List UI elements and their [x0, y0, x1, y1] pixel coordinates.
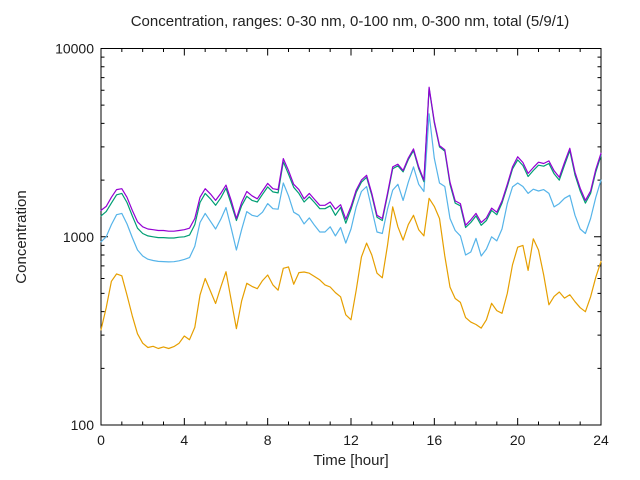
x-tick-label: 12 — [343, 432, 359, 448]
series-line-total — [100, 86, 602, 232]
chart-title: Concentration, ranges: 0-30 nm, 0-100 nm… — [130, 13, 570, 30]
y-tick-label: 1000 — [63, 229, 94, 245]
series-line-0-30-nm — [100, 197, 602, 350]
y-tick-label: 10000 — [55, 41, 94, 57]
axis-ticks — [100, 48, 602, 426]
x-tick-label: 20 — [510, 432, 526, 448]
x-axis-title: Time [hour] — [313, 452, 389, 469]
series-line-0-100-nm — [100, 113, 602, 263]
plot-border — [100, 48, 602, 426]
series-line-0-300-nm — [100, 87, 602, 239]
y-tick-label: 100 — [71, 417, 95, 433]
x-tick-label: 16 — [427, 432, 443, 448]
x-tick-label: 8 — [264, 432, 272, 448]
x-tick-label: 4 — [180, 432, 188, 448]
x-tick-label: 0 — [97, 432, 105, 448]
x-tick-label: 24 — [593, 432, 609, 448]
